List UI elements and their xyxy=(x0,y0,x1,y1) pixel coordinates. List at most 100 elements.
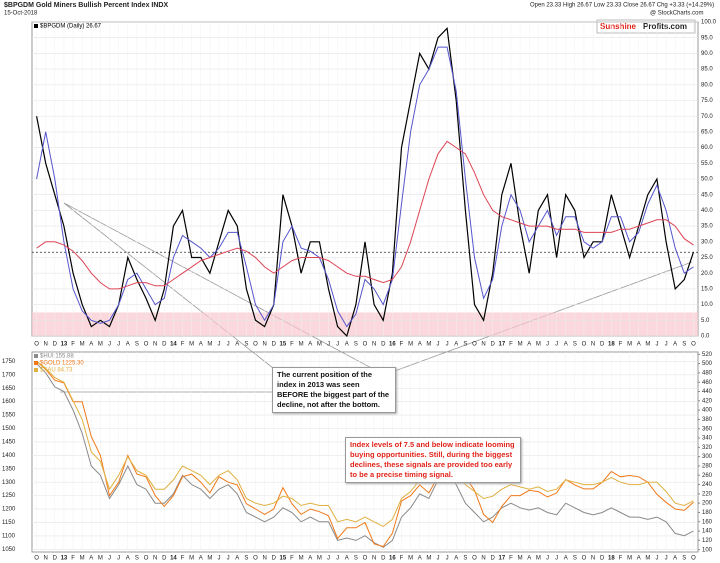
x-tick-label: J xyxy=(665,556,668,562)
x-tick-label: A xyxy=(527,556,531,562)
x-tick-label: S xyxy=(463,556,467,562)
x-tick-label: O xyxy=(34,342,39,348)
x-tick-label: M xyxy=(317,342,322,348)
x-tick-label: J xyxy=(336,556,339,562)
x-tick-label: S xyxy=(682,556,686,562)
x-tick-label: N xyxy=(372,556,376,562)
y-tick-label: 1500 xyxy=(2,426,16,432)
annotation: The current position of the index in 201… xyxy=(272,367,396,413)
x-tick-label: O xyxy=(582,342,587,348)
y-tick-label: 45.0 xyxy=(701,192,713,198)
x-tick-label: D xyxy=(491,342,496,348)
x-tick-label: M xyxy=(98,556,103,562)
x-tick-label: S xyxy=(463,342,467,348)
y2-tick-label: 300 xyxy=(702,454,713,460)
x-tick-label: F xyxy=(290,556,294,562)
x-tick-label: J xyxy=(327,556,330,562)
x-tick-label: N xyxy=(481,556,485,562)
y-tick-label: 40.0 xyxy=(701,208,713,214)
x-tick-label: 17 xyxy=(499,342,506,348)
x-tick-label: M xyxy=(207,556,212,562)
x-tick-label: J xyxy=(108,556,111,562)
x-tick-label: N xyxy=(44,556,48,562)
x-tick-label: M xyxy=(299,556,304,562)
series-line xyxy=(36,140,694,290)
y2-tick-label: 500 xyxy=(702,361,713,367)
x-tick-label: S xyxy=(573,342,577,348)
y2-tick-label: 400 xyxy=(702,408,713,414)
x-tick-label: M xyxy=(536,556,541,562)
y2-tick-label: 440 xyxy=(702,389,713,395)
x-tick-label: S xyxy=(135,342,139,348)
x-tick-label: A xyxy=(418,342,422,348)
x-tick-label: J xyxy=(117,342,120,348)
x-tick-label: J xyxy=(446,342,449,348)
x-tick-label: F xyxy=(400,556,404,562)
legend-swatch xyxy=(34,361,38,365)
logo-text: Sunshine xyxy=(600,22,637,31)
series-line xyxy=(36,361,694,548)
x-tick-label: A xyxy=(454,556,458,562)
y-tick-label: 20.0 xyxy=(701,271,713,277)
y-tick-label: 60.0 xyxy=(701,145,713,151)
y-tick-label: 1400 xyxy=(2,453,16,459)
x-tick-label: A xyxy=(527,342,531,348)
x-tick-label: M xyxy=(426,342,431,348)
y2-tick-label: 480 xyxy=(702,371,713,377)
x-tick-label: M xyxy=(627,556,632,562)
connector xyxy=(63,202,279,373)
y-tick-label: 15.0 xyxy=(701,286,713,292)
x-tick-label: J xyxy=(327,342,330,348)
y-tick-label: 95.0 xyxy=(701,35,713,41)
legend-label: $XAU 84.73 xyxy=(40,368,73,374)
x-tick-label: A xyxy=(199,342,203,348)
x-tick-label: M xyxy=(80,342,85,348)
chart-title: $BPGDM Gold Miners Bullish Percent Index… xyxy=(4,2,168,9)
y-tick-label: 70.0 xyxy=(701,114,713,120)
x-tick-label: A xyxy=(564,556,568,562)
y-tick-label: 1700 xyxy=(2,372,16,378)
y2-tick-label: 240 xyxy=(702,482,713,488)
x-tick-label: M xyxy=(299,342,304,348)
x-tick-label: N xyxy=(44,342,48,348)
x-tick-label: M xyxy=(207,342,212,348)
x-tick-label: M xyxy=(426,556,431,562)
x-tick-label: F xyxy=(181,342,185,348)
x-tick-label: J xyxy=(655,556,658,562)
y-tick-label: 90.0 xyxy=(701,51,713,57)
x-tick-label: M xyxy=(189,556,194,562)
x-tick-label: D xyxy=(53,342,58,348)
y-tick-label: 1300 xyxy=(2,480,16,486)
legend-label: $BPGDM (Daily) 26.67 xyxy=(40,24,102,30)
x-tick-label: J xyxy=(108,342,111,348)
x-tick-label: J xyxy=(555,556,558,562)
y-tick-label: 80.0 xyxy=(701,82,713,88)
annotation: Index levels of 7.5 and below indicate l… xyxy=(345,437,521,483)
y-tick-label: 1550 xyxy=(2,413,16,419)
y2-tick-label: 460 xyxy=(702,380,713,386)
source: @ StockCharts.com xyxy=(650,11,703,17)
y2-tick-label: 280 xyxy=(702,464,713,470)
x-tick-label: J xyxy=(336,342,339,348)
x-tick-label: M xyxy=(627,342,632,348)
x-tick-label: N xyxy=(262,556,266,562)
x-tick-label: J xyxy=(436,342,439,348)
y-tick-label: 50.0 xyxy=(701,177,713,183)
x-tick-label: 15 xyxy=(280,556,287,562)
x-tick-label: D xyxy=(272,556,277,562)
x-tick-label: N xyxy=(153,342,157,348)
x-tick-label: F xyxy=(509,556,513,562)
x-tick-label: J xyxy=(218,556,221,562)
x-tick-label: A xyxy=(89,342,93,348)
x-tick-label: 16 xyxy=(389,556,396,562)
logo-box xyxy=(596,19,696,34)
x-tick-label: A xyxy=(637,342,641,348)
x-tick-label: M xyxy=(317,556,322,562)
x-tick-label: F xyxy=(71,556,75,562)
x-tick-label: J xyxy=(546,342,549,348)
quote: Open 23.33 High 26.67 Low 23.33 Close 26… xyxy=(530,3,714,9)
y-tick-label: 1750 xyxy=(2,359,16,365)
x-tick-label: A xyxy=(235,342,239,348)
x-tick-label: O xyxy=(144,342,149,348)
x-tick-label: 14 xyxy=(170,556,177,562)
